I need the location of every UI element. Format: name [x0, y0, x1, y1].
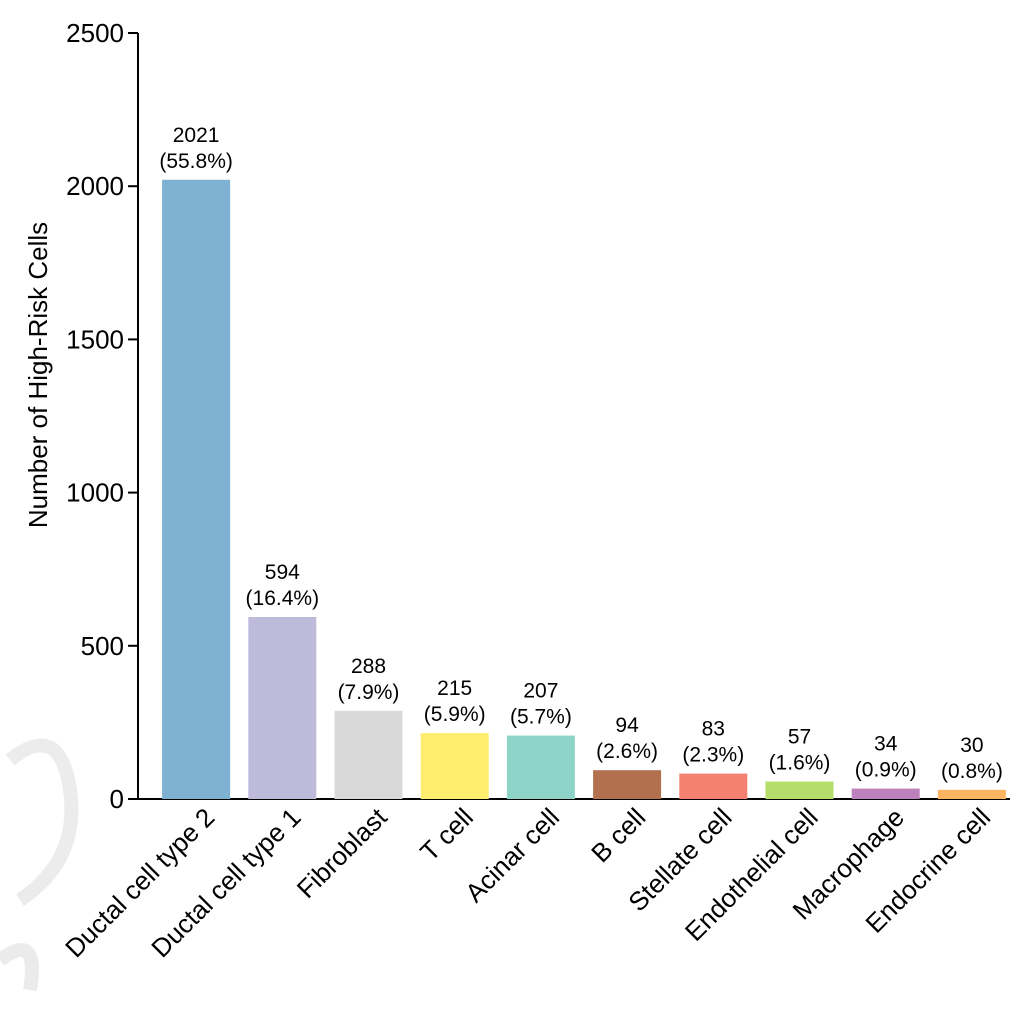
bar-percent-label: (16.4%)	[246, 587, 320, 610]
x-tick-label: T cell	[414, 802, 479, 867]
bar	[506, 735, 575, 799]
bar-labels: 2021 (55.8%) 594 (16.4%) 288 (7.9%) 215 (5.9%) 2…	[159, 124, 1002, 783]
bar-percent-label: (1.6%)	[769, 752, 831, 775]
bar-percent-label: (0.8%)	[941, 760, 1003, 783]
bar	[765, 781, 834, 799]
y-axis: 0 500 1000 1500 2000 2500	[66, 18, 139, 814]
y-tick-label: 1500	[66, 324, 124, 354]
bar-count-label: 34	[874, 733, 898, 756]
bar-count-label: 83	[702, 718, 725, 741]
bar-percent-label: (5.9%)	[424, 703, 486, 726]
bar-count-label: 288	[351, 655, 386, 678]
y-tick-label: 500	[81, 631, 124, 661]
bar	[420, 733, 489, 799]
watermark	[0, 738, 79, 992]
bar-count-label: 2021	[173, 124, 220, 147]
bar-percent-label: (2.6%)	[596, 740, 658, 763]
bar-count-label: 594	[265, 561, 300, 584]
y-tick-label: 2000	[66, 171, 124, 201]
bar	[937, 789, 1006, 799]
bar-count-label: 94	[615, 714, 639, 737]
bar	[679, 773, 748, 799]
bar-count-label: 207	[523, 680, 558, 703]
bar	[593, 770, 662, 799]
bar-percent-label: (5.7%)	[510, 706, 572, 729]
x-tick-label: Ductal cell type 1	[145, 802, 306, 963]
bar	[248, 616, 317, 799]
bar-count-label: 215	[437, 677, 472, 700]
x-tick-label: B cell	[585, 802, 651, 868]
bar	[334, 710, 403, 799]
x-tick-label: Ductal cell type 2	[59, 802, 220, 963]
y-axis-title: Number of High-Risk Cells	[23, 222, 53, 528]
y-tick-label: 1000	[66, 478, 124, 508]
y-tick-label: 0	[110, 784, 124, 814]
y-tick-label: 2500	[66, 18, 124, 48]
x-tick-label: Fibroblast	[291, 801, 393, 903]
bar	[851, 788, 920, 799]
bar-percent-label: (7.9%)	[338, 681, 400, 704]
bar-percent-label: (2.3%)	[682, 744, 744, 767]
bar-count-label: 30	[960, 734, 983, 757]
bar-percent-label: (55.8%)	[159, 150, 233, 173]
bar-percent-label: (0.9%)	[855, 759, 917, 782]
bars	[162, 179, 1006, 799]
bar-count-label: 57	[788, 726, 811, 749]
bar	[162, 179, 231, 799]
x-tick-label: Acinar cell	[459, 802, 565, 908]
